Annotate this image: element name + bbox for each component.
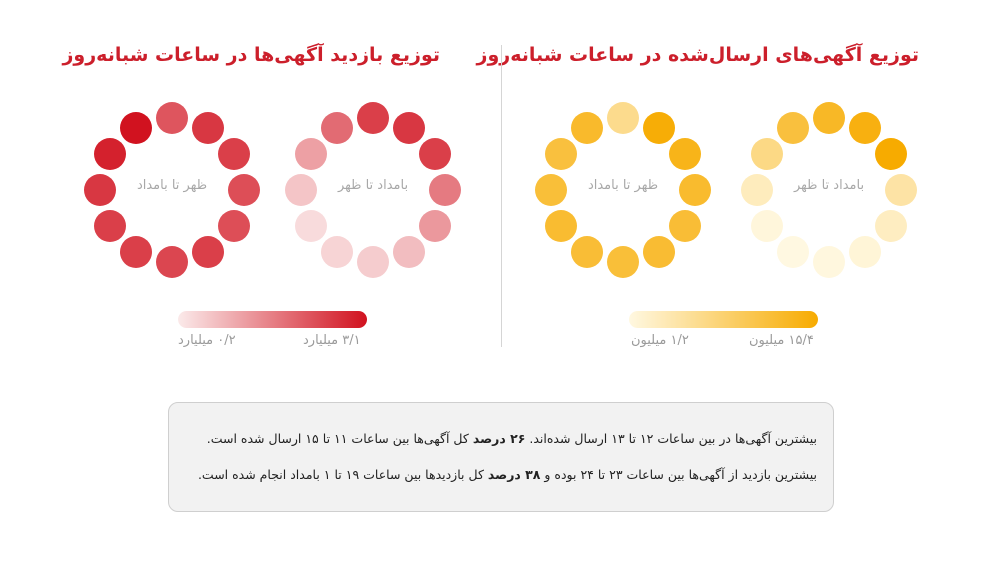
hour-dot-12 xyxy=(156,102,188,134)
hour-dot-0 xyxy=(813,102,845,134)
posted-ads-clock-afternoon: ظهر تا بامداد xyxy=(533,100,713,280)
posted-ads-legend-max: ۱۵/۴ میلیون xyxy=(749,333,814,348)
hour-dot-3 xyxy=(429,174,461,206)
hour-dot-9 xyxy=(285,174,317,206)
hour-dot-14 xyxy=(669,138,702,170)
ad-views-clock-morning: بامداد تا ظهر xyxy=(283,100,463,280)
hour-dot-7 xyxy=(321,236,353,269)
hour-dot-5 xyxy=(849,236,881,269)
hour-dot-20 xyxy=(93,210,126,242)
posted-ads-title: توزیع آگهی‌های ارسال‌شده در ساعات شبانه‌… xyxy=(476,44,919,66)
clock-label: ظهر تا بامداد xyxy=(136,178,208,193)
hour-dot-23 xyxy=(571,111,603,144)
summary-highlight: ۲۶ درصد xyxy=(472,431,526,446)
ad-views-legend-max: ۳/۱ میلیارد xyxy=(303,333,361,348)
hour-dot-7 xyxy=(777,236,809,269)
summary-text: کل بازدیدها بین ساعات ۱۹ تا ۱ بامداد انج… xyxy=(197,467,484,482)
posted-ads-clock-morning: بامداد تا ظهر xyxy=(739,100,919,280)
summary-text: بیشترین آگهی‌ها در بین ساعات ۱۲ تا ۱۳ ار… xyxy=(529,431,817,446)
summary-line-2: بیشترین بازدید از آگهی‌ها بین ساعات ۲۳ ت… xyxy=(177,465,817,485)
hour-dot-14 xyxy=(218,138,251,170)
clock-label: بامداد تا ظهر xyxy=(337,178,409,193)
summary-line-1: بیشترین آگهی‌ها در بین ساعات ۱۲ تا ۱۳ ار… xyxy=(177,429,817,449)
hour-dot-19 xyxy=(571,236,603,269)
hour-dot-3 xyxy=(885,174,917,206)
hour-dot-17 xyxy=(643,236,675,269)
hour-dot-22 xyxy=(544,138,577,170)
hour-dot-21 xyxy=(535,174,567,206)
hour-dot-16 xyxy=(669,210,702,242)
posted-ads-legend-min: ۱/۲ میلیون xyxy=(631,333,689,348)
hour-dot-20 xyxy=(544,210,577,242)
hour-dot-11 xyxy=(321,111,353,144)
summary-text: بیشترین بازدید از آگهی‌ها بین ساعات ۲۳ ت… xyxy=(544,467,817,482)
hour-dot-13 xyxy=(192,111,224,144)
hour-dot-15 xyxy=(228,174,260,206)
ad-views-title: توزیع بازدید آگهی‌ها در ساعات شبانه‌روز xyxy=(62,44,440,66)
hour-dot-5 xyxy=(393,236,425,269)
summary-box: بیشترین آگهی‌ها در بین ساعات ۱۲ تا ۱۳ ار… xyxy=(168,402,834,512)
hour-dot-18 xyxy=(607,246,639,278)
hour-dot-2 xyxy=(875,138,908,170)
hour-dot-12 xyxy=(607,102,639,134)
summary-highlight: ۳۸ درصد xyxy=(487,467,541,482)
hour-dot-10 xyxy=(750,138,783,170)
hour-dot-10 xyxy=(294,138,327,170)
ad-views-clock-afternoon: ظهر تا بامداد xyxy=(82,100,262,280)
panel-divider xyxy=(501,45,502,347)
hour-dot-19 xyxy=(120,236,152,269)
hour-dot-15 xyxy=(679,174,711,206)
hour-dot-1 xyxy=(849,111,881,144)
clock-label: ظهر تا بامداد xyxy=(587,178,659,193)
ad-views-legend-min: ۰/۲ میلیارد xyxy=(178,333,236,348)
hour-dot-4 xyxy=(875,210,908,242)
hour-dot-22 xyxy=(93,138,126,170)
hour-dot-13 xyxy=(643,111,675,144)
hour-dot-11 xyxy=(777,111,809,144)
hour-dot-18 xyxy=(156,246,188,278)
hour-dot-17 xyxy=(192,236,224,269)
clock-label: بامداد تا ظهر xyxy=(793,178,865,193)
hour-dot-21 xyxy=(84,174,116,206)
hour-dot-4 xyxy=(419,210,452,242)
hour-dot-6 xyxy=(357,246,389,278)
ad-views-legend-bar xyxy=(178,311,367,328)
hour-dot-16 xyxy=(218,210,251,242)
hour-dot-8 xyxy=(750,210,783,242)
hour-dot-8 xyxy=(294,210,327,242)
summary-text: کل آگهی‌ها بین ساعات ۱۱ تا ۱۵ ارسال شده … xyxy=(206,431,469,446)
hour-dot-9 xyxy=(741,174,773,206)
hour-dot-23 xyxy=(120,111,152,144)
hour-dot-1 xyxy=(393,111,425,144)
hour-dot-2 xyxy=(419,138,452,170)
posted-ads-legend-bar xyxy=(629,311,818,328)
hour-dot-0 xyxy=(357,102,389,134)
hour-dot-6 xyxy=(813,246,845,278)
